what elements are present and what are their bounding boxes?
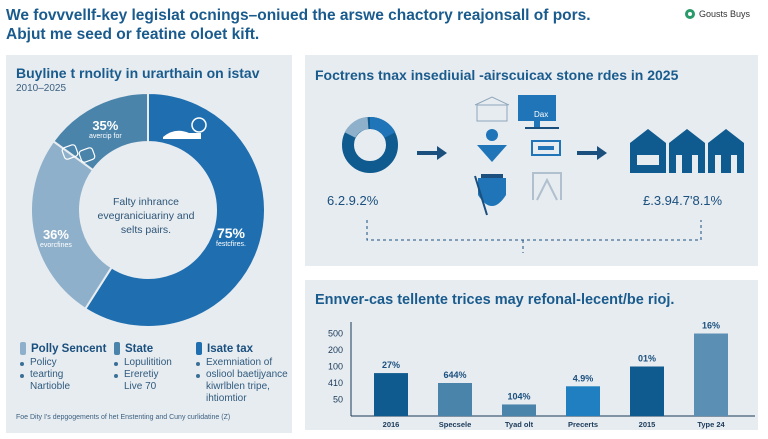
bag-icon bbox=[474, 174, 506, 216]
bar-data-label: 644% bbox=[443, 370, 466, 380]
bar-data-label: 27% bbox=[382, 360, 400, 370]
houses-icon bbox=[630, 129, 744, 173]
center-line: Falty inhrance bbox=[113, 196, 179, 208]
bar-title: Ennver-cas tellente trices may refonal-l… bbox=[315, 292, 675, 308]
donut-subtitle: 2010–2025 bbox=[16, 83, 67, 94]
slice-sublabel: avercip for bbox=[89, 133, 122, 140]
small-donut-icon bbox=[342, 117, 398, 173]
arrow-right-icon bbox=[577, 146, 607, 160]
x-tick-label: Type 24 bbox=[697, 420, 725, 429]
bar-data-label: 16% bbox=[702, 321, 720, 331]
header-line-1: We fovvvellf-key legislat ocnings–oniued… bbox=[6, 7, 591, 24]
legend-item: Nartioble bbox=[30, 381, 71, 392]
page-header: We fovvvellf-key legislat ocnings–oniued… bbox=[6, 6, 591, 44]
legend-policy: Polly Sencent Policy tearting Nartioble bbox=[20, 342, 106, 393]
bar bbox=[630, 366, 664, 416]
legend-state: State Lopulitition Ereretiy Live 70 bbox=[114, 342, 172, 393]
legend-item: osliool baetijyance bbox=[206, 369, 288, 380]
y-tick-label: 100 bbox=[328, 362, 343, 372]
flow-diagram: Dax bbox=[342, 95, 744, 253]
legend-item: Lopulitition bbox=[124, 357, 172, 368]
legend-item: Ereretiy bbox=[124, 369, 159, 380]
slice-label-75: 75% festcfires. bbox=[216, 225, 246, 248]
legend-estate-tax: Isate tax Exemniation of osliool baetijy… bbox=[196, 342, 288, 405]
center-line: selts pairs. bbox=[120, 224, 172, 236]
bar-chart: 50 410 100 200 500 27% 2016 644% Specsele 104% Tya… bbox=[328, 321, 755, 429]
y-tick-label: 500 bbox=[328, 329, 343, 339]
legend-swatch bbox=[20, 342, 26, 355]
documents-icon bbox=[61, 144, 96, 163]
flow-panel: Foctrens tnax insediuial -airscuicax sto… bbox=[305, 55, 758, 266]
dashed-connector bbox=[366, 220, 702, 253]
slice-value: 36% bbox=[42, 227, 69, 242]
x-tick-label: Tyad olt bbox=[505, 420, 534, 429]
building-icon bbox=[474, 96, 510, 122]
legend-item: tearting bbox=[30, 369, 64, 380]
bar bbox=[694, 333, 728, 416]
legend-title: State bbox=[125, 342, 154, 355]
slice-value: 75% bbox=[216, 225, 245, 241]
slice-value: 35% bbox=[92, 118, 119, 133]
y-tick-label: 50 bbox=[333, 395, 343, 405]
x-tick-label: Precerts bbox=[568, 420, 598, 429]
flow-title: Foctrens tnax insediuial -airscuicax sto… bbox=[315, 67, 679, 83]
y-tick-label: 200 bbox=[328, 345, 343, 355]
funnel-icon bbox=[477, 129, 507, 162]
donut-slice bbox=[30, 139, 113, 311]
x-tick-label: 2016 bbox=[383, 420, 400, 429]
x-tick-label: 2015 bbox=[639, 420, 656, 429]
legend-swatch bbox=[196, 342, 202, 355]
donut-center-text: Falty inhrance evegraniciuariny and selt… bbox=[66, 195, 226, 237]
bar bbox=[438, 383, 472, 416]
bar bbox=[566, 386, 600, 416]
y-tick-label: 410 bbox=[328, 378, 343, 388]
arrow-right-icon bbox=[417, 146, 447, 160]
legend-item: Policy bbox=[30, 357, 57, 368]
donut-slice bbox=[83, 91, 266, 328]
gate-icon bbox=[532, 172, 562, 201]
bar-data-label: 104% bbox=[507, 391, 530, 401]
flow-right-value: £.3.94.7'8.1% bbox=[643, 193, 723, 208]
center-line: evegraniciuariny and bbox=[97, 210, 195, 222]
bar bbox=[502, 404, 536, 416]
legend-item: kiwrlblen tripe, bbox=[206, 381, 270, 392]
legend-title: Isate tax bbox=[207, 342, 254, 355]
x-tick-label: Specsele bbox=[439, 420, 472, 429]
monitor-icon bbox=[518, 95, 559, 129]
header-line-2: Abjut me seed or featine oloet kift. bbox=[6, 26, 260, 43]
screen-label: Dax bbox=[534, 110, 548, 119]
slice-sublabel: evorcfines bbox=[40, 242, 72, 249]
legend-swatch bbox=[114, 342, 120, 355]
donut-title: Buyline t rnolity in urarthain on istav bbox=[16, 65, 260, 81]
card-icon bbox=[531, 140, 561, 156]
legend-title: Polly Sencent bbox=[31, 342, 107, 355]
bar-data-label: 01% bbox=[638, 354, 656, 364]
slice-label-35: 35% avercip for bbox=[89, 118, 122, 140]
legend-item: Exemniation of bbox=[206, 357, 273, 368]
legend-item: ihtiomtior bbox=[206, 393, 247, 404]
slice-label-36: 36% evorcfines bbox=[40, 227, 72, 249]
cross-circle-icon bbox=[684, 9, 695, 19]
footnote: Foe Dity I's depgogements of het Enstent… bbox=[16, 414, 231, 421]
bar bbox=[374, 373, 408, 416]
boat-icon bbox=[163, 117, 207, 139]
flow-left-value: 6.2.9.2% bbox=[327, 193, 379, 208]
legend-item: Live 70 bbox=[124, 381, 157, 392]
donut-panel: Buyline t rnolity in urarthain on istav … bbox=[6, 55, 292, 433]
logo: Gousts Buys bbox=[684, 9, 750, 19]
bar-data-label: 4.9% bbox=[573, 373, 594, 383]
logo-text: Gousts Buys bbox=[698, 9, 750, 19]
bar-panel: Ennver-cas tellente trices may refonal-l… bbox=[305, 280, 758, 430]
slice-sublabel: festcfires. bbox=[216, 241, 246, 248]
